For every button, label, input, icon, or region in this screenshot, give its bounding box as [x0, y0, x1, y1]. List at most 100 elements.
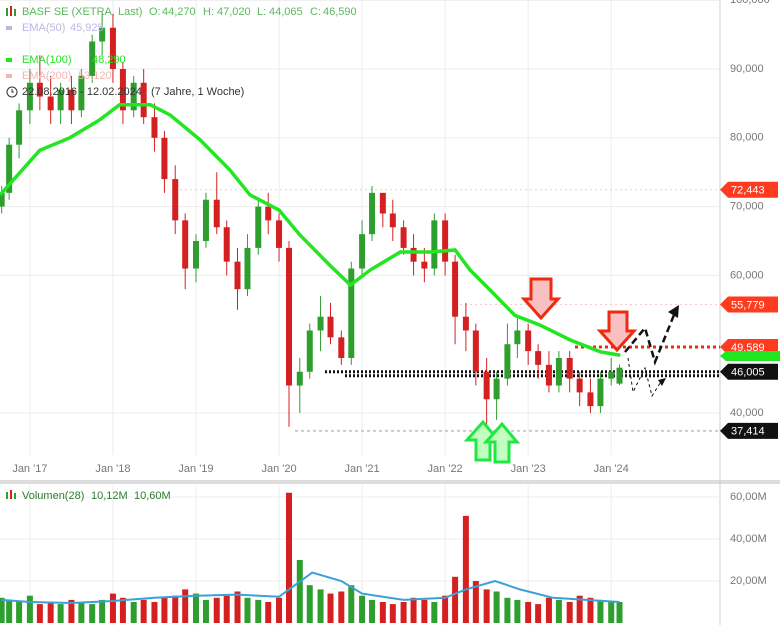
- volume-bar: [452, 576, 459, 623]
- indicator-name: EMA(100): [22, 54, 72, 66]
- volume-bar: [119, 597, 126, 623]
- volume-bar: [296, 559, 303, 623]
- volume-bar: [0, 597, 5, 623]
- legend-title: BASF SE (XETRA, Last): [22, 6, 142, 18]
- candle-body: [182, 220, 189, 269]
- candle-body: [514, 330, 521, 345]
- volume-bar: [244, 597, 251, 623]
- candle-body: [161, 137, 168, 180]
- volume-bar: [545, 597, 552, 623]
- y-tick-label: 60,00M: [730, 491, 767, 503]
- quote-name: L:: [257, 6, 266, 18]
- volume-bar: [483, 589, 490, 623]
- volume-bar: [472, 580, 479, 623]
- legend-icon: [14, 9, 16, 16]
- volume-bar: [493, 591, 500, 623]
- volume-bar: [68, 599, 75, 623]
- volume-bar: [587, 597, 594, 623]
- candle-body: [616, 367, 623, 384]
- arrow-head: [658, 378, 666, 386]
- candle-body: [597, 378, 604, 407]
- volume-bar: [202, 599, 209, 623]
- x-tick-label: Jan '23: [511, 463, 546, 475]
- volume-bar: [421, 599, 428, 623]
- period-note: (7 Jahre, 1 Woche): [151, 86, 244, 98]
- candle-body: [99, 27, 106, 42]
- legend-swatch: [6, 74, 12, 78]
- legend-icon: [6, 492, 8, 499]
- x-tick-label: Jan '20: [261, 463, 296, 475]
- candle-body: [421, 261, 428, 269]
- volume-bar: [234, 591, 241, 623]
- legend-icon: [10, 490, 12, 499]
- candle-body: [566, 357, 573, 379]
- period: 22.08.2016 - 12.02.2024: [22, 86, 142, 98]
- indicator-name: EMA(50): [22, 22, 65, 34]
- candle-body: [192, 241, 199, 269]
- volume-bar: [597, 599, 604, 623]
- volume-bar: [89, 604, 96, 623]
- volume-readout: 10,60M: [134, 490, 171, 502]
- candle-body: [78, 75, 85, 111]
- indicator-name: EMA(200): [22, 70, 72, 82]
- candle-body: [327, 316, 334, 338]
- candle-body: [431, 220, 438, 269]
- candle-body: [202, 199, 209, 242]
- volume-bar: [57, 604, 64, 623]
- down-arrow: [596, 310, 638, 353]
- candle-body: [234, 261, 241, 290]
- price-tag-label: 49,589: [731, 342, 765, 354]
- legend-swatch: [6, 26, 12, 30]
- y-tick-label: 60,000: [730, 269, 764, 281]
- volume-bar: [525, 601, 532, 623]
- candle-body: [6, 144, 13, 193]
- candle-body: [119, 69, 126, 111]
- volume-bar: [431, 601, 438, 623]
- candle-body: [472, 330, 479, 372]
- candle-body: [483, 371, 490, 400]
- volume-bar: [192, 593, 199, 623]
- indicator-value: 48,290: [92, 54, 126, 66]
- volume-bar: [462, 515, 469, 623]
- candle-body: [26, 82, 33, 111]
- candle-body: [296, 371, 303, 386]
- quote-name: O:: [149, 6, 161, 18]
- volume-bar: [327, 593, 334, 623]
- projection-arrow: [627, 357, 663, 398]
- volume-bar: [78, 601, 85, 623]
- volume-bar: [109, 593, 116, 623]
- candle-body: [276, 220, 283, 248]
- y-tick-label: 40,00M: [730, 533, 767, 545]
- candle-body: [57, 89, 64, 111]
- volume-readout: 10,12M: [91, 490, 128, 502]
- candle-body: [555, 357, 562, 386]
- y-tick-label: 90,000: [730, 63, 764, 75]
- quote-value: 47,020: [217, 6, 251, 18]
- volume-bar: [566, 601, 573, 623]
- indicator-value: 53,120: [78, 70, 112, 82]
- volume-bar: [608, 601, 615, 623]
- volume-bar: [338, 591, 345, 623]
- price-tag: [720, 296, 778, 313]
- candle-body: [213, 199, 220, 228]
- volume-bar: [151, 601, 158, 623]
- price-tag-label: 72,443: [731, 185, 765, 197]
- candle-body: [608, 371, 615, 379]
- candle-body: [400, 227, 407, 248]
- up-arrow: [482, 421, 521, 464]
- candle-body: [306, 330, 313, 372]
- candle-body: [109, 27, 116, 70]
- volume-bar: [140, 599, 147, 623]
- candle-body: [16, 110, 23, 145]
- price-tag-label: 46,005: [731, 367, 765, 379]
- x-tick-label: Jan '19: [178, 463, 213, 475]
- volume-bar: [16, 601, 23, 623]
- volume-bar: [223, 595, 230, 623]
- legend-icon: [6, 8, 8, 16]
- candle-body: [89, 41, 96, 76]
- ema-line: [0, 103, 621, 357]
- volume-bar: [369, 599, 376, 623]
- volume-bar: [255, 599, 262, 623]
- clock-icon: [11, 89, 14, 93]
- candle-body: [130, 82, 137, 111]
